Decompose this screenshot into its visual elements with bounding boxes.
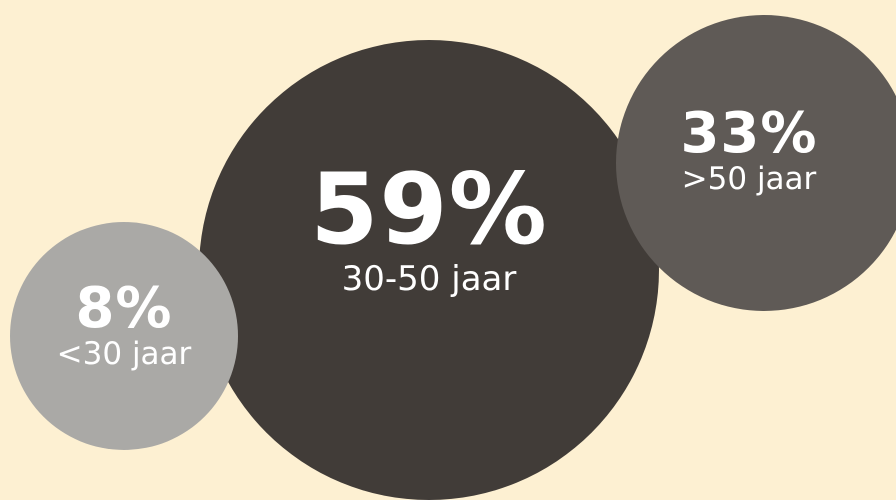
bubble-gt-50-jaar: 33% >50 jaar xyxy=(616,15,896,311)
bubble-label-lt-30-jaar: <30 jaar xyxy=(56,335,192,372)
bubble-lt-30-jaar: 8% <30 jaar xyxy=(10,222,238,450)
bubble-value-gt-50-jaar: 33% xyxy=(680,100,818,166)
bubble-value-30-50-jaar: 59% xyxy=(310,153,548,268)
bubble-value-lt-30-jaar: 8% xyxy=(75,275,173,341)
bubble-label-gt-50-jaar: >50 jaar xyxy=(681,160,817,197)
bubble-label-30-50-jaar: 30-50 jaar xyxy=(341,259,517,300)
bubble-30-50-jaar: 59% 30-50 jaar xyxy=(199,40,659,500)
